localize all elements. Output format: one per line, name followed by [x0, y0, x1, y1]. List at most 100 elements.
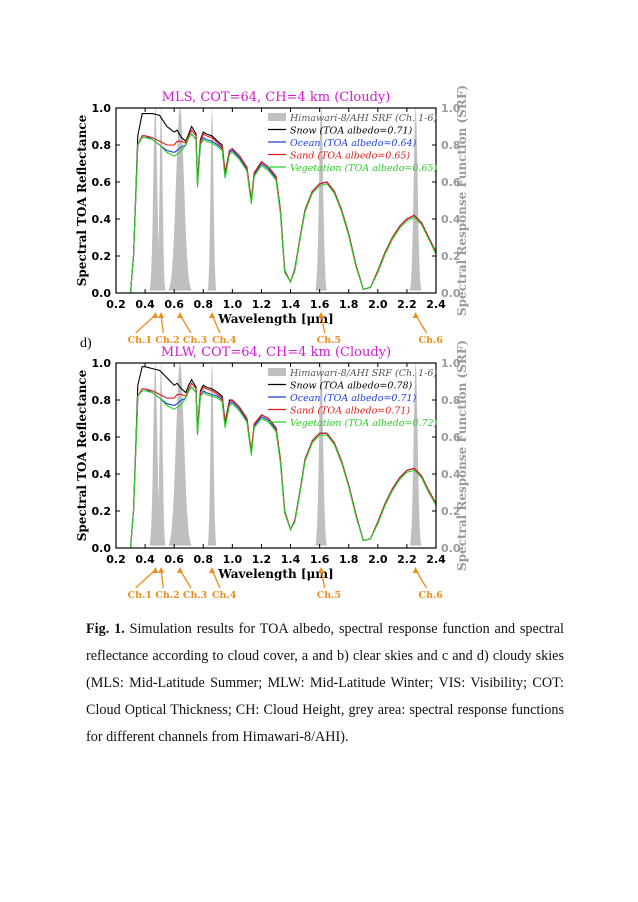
y2-axis-label: Spectral Response Function (SRF)	[455, 340, 469, 571]
srf-band-ch5	[315, 363, 327, 546]
x-tick-label: 0.6	[164, 298, 184, 311]
plot-frame	[115, 107, 437, 294]
srf-band-ch3	[168, 363, 192, 546]
x-tick-label: 1.2	[252, 298, 272, 311]
y2-tick-label: 0.2	[441, 250, 461, 263]
channel-arrowhead	[177, 312, 183, 318]
chart-title: MLW, COT=64, CH=4 km (Cloudy)	[161, 345, 391, 360]
x-tick-label: 0.8	[194, 298, 214, 311]
x-tick-label: 0.6	[164, 553, 184, 566]
srf-band-ch5	[315, 108, 327, 291]
legend-label-2: Sand (TOA albedo=0.71)	[290, 406, 410, 417]
channel-arrowhead	[412, 567, 419, 573]
x-tick-label: 0.4	[135, 553, 155, 566]
y-tick-label: 1.0	[92, 102, 112, 115]
legend-label-0: Snow (TOA albedo=0.71)	[290, 126, 413, 137]
x-tick-label: 2.0	[368, 553, 388, 566]
channel-label: Ch.1	[128, 335, 152, 345]
srf-band-ch2	[156, 108, 166, 291]
y2-tick-label: 0.4	[441, 213, 461, 226]
chart-mls-cloudy: MLS, COT=64, CH=4 km (Cloudy) 0.2 0.4 0.6 0.…	[75, 85, 469, 345]
legend-swatch-srf	[268, 368, 286, 376]
legend-label-0: Snow (TOA albedo=0.78)	[290, 381, 413, 392]
x-tick-label: 2.2	[397, 553, 417, 566]
channel-arrowhead	[318, 312, 325, 318]
x-tick-label: 0.2	[106, 298, 126, 311]
x-tick-label: 1.6	[310, 298, 330, 311]
y-tick-label: 0.8	[92, 394, 112, 407]
x-axis-label: Wavelength [μm]	[217, 567, 333, 581]
channel-label: Ch.2	[155, 590, 179, 600]
legend-label-3: Vegetation (TOA albedo=0.72)	[290, 418, 438, 429]
y-tick-label: 0.4	[92, 213, 112, 226]
channel-arrow	[135, 569, 156, 589]
channel-arrowhead	[177, 567, 183, 573]
channel-label: Ch.4	[212, 590, 237, 600]
x-tick-label: 1.0	[223, 553, 243, 566]
y2-tick-label: 0.6	[441, 431, 461, 444]
y2-tick-label: 0.8	[441, 394, 461, 407]
x-tick-label: 1.0	[223, 298, 243, 311]
channel-arrow	[135, 314, 156, 334]
y2-axis-label: Spectral Response Function (SRF)	[455, 85, 469, 316]
chart-mlw-cloudy: MLW, COT=64, CH=4 km (Cloudy) 0.2 0.4 0.6 0.…	[75, 340, 469, 600]
channel-arrowhead	[412, 312, 419, 318]
channel-markers: Ch.1 Ch.2 Ch.3 Ch.4 Ch.5 Ch.6	[128, 312, 443, 345]
channel-markers: Ch.1 Ch.2 Ch.3 Ch.4 Ch.5 Ch.6	[128, 567, 444, 600]
srf-band-ch6	[409, 363, 422, 546]
y2-tick-label: 0.0	[441, 287, 461, 300]
channel-label: Ch.2	[155, 335, 179, 345]
y2-tick-label: 0.8	[441, 139, 461, 152]
x-tick-label: 1.6	[310, 553, 330, 566]
x-tick-label: 2.4	[426, 553, 446, 566]
channel-arrowhead	[158, 312, 165, 318]
y2-tick-label: 1.0	[441, 102, 461, 115]
legend-label-1: Ocean (TOA albedo=0.64)	[290, 138, 417, 149]
series-line-3	[116, 133, 437, 294]
legend: Himawari-8/AHI SRF (Ch. 1-6) Snow (TOA al…	[268, 113, 438, 174]
y2-tick-label: 0.6	[441, 176, 461, 189]
legend-label-2: Sand (TOA albedo=0.65)	[290, 151, 410, 162]
y-tick-label: 0.0	[92, 542, 112, 555]
x-tick-label: 1.8	[339, 298, 359, 311]
legend-label-srf: Himawari-8/AHI SRF (Ch. 1-6)	[289, 113, 437, 124]
series-line-3	[116, 386, 437, 549]
legend-label-srf: Himawari-8/AHI SRF (Ch. 1-6)	[289, 368, 437, 379]
srf-band-ch6	[409, 108, 422, 291]
srf-bands	[149, 363, 422, 546]
y2-tick-label: 0.4	[441, 468, 461, 481]
x-tick-label: 0.2	[106, 553, 126, 566]
x-tick-label: 2.2	[397, 298, 417, 311]
x-tick-label: 1.4	[281, 298, 301, 311]
chart-title: MLS, COT=64, CH=4 km (Cloudy)	[162, 90, 391, 105]
channel-label: Ch.3	[183, 590, 207, 600]
y2-tick-label: 0.0	[441, 542, 461, 555]
y-axis-label: Spectral TOA Reflectance	[75, 114, 89, 286]
y-axis-label: Spectral TOA Reflectance	[75, 369, 89, 541]
x-axis-label: Wavelength [μm]	[217, 312, 333, 326]
channel-arrowhead	[209, 312, 215, 318]
legend-swatch-srf	[268, 113, 286, 121]
y-tick-label: 0.6	[92, 431, 112, 444]
channel-label: Ch.3	[183, 335, 207, 345]
channel-label: Ch.6	[419, 590, 444, 600]
x-tick-label: 0.4	[135, 298, 155, 311]
y2-tick-label: 1.0	[441, 357, 461, 370]
y-tick-label: 0.0	[92, 287, 112, 300]
y-tick-label: 0.2	[92, 505, 112, 518]
caption-text: Simulation results for TOA albedo, spect…	[86, 621, 565, 745]
y-tick-label: 0.4	[92, 468, 112, 481]
y-tick-label: 1.0	[92, 357, 112, 370]
channel-arrowhead	[152, 312, 159, 318]
x-tick-label: 1.8	[339, 553, 359, 566]
srf-band-ch2	[156, 363, 166, 546]
srf-band-ch4	[207, 363, 217, 546]
y2-tick-label: 0.2	[441, 505, 461, 518]
panel-label-d: d)	[80, 336, 92, 351]
channel-arrowhead	[318, 567, 325, 573]
channel-arrowhead	[158, 567, 165, 573]
x-tick-label: 2.0	[368, 298, 388, 311]
channel-arrowhead	[209, 567, 215, 573]
x-tick-label: 0.8	[194, 553, 214, 566]
caption-label: Fig. 1.	[86, 621, 125, 637]
